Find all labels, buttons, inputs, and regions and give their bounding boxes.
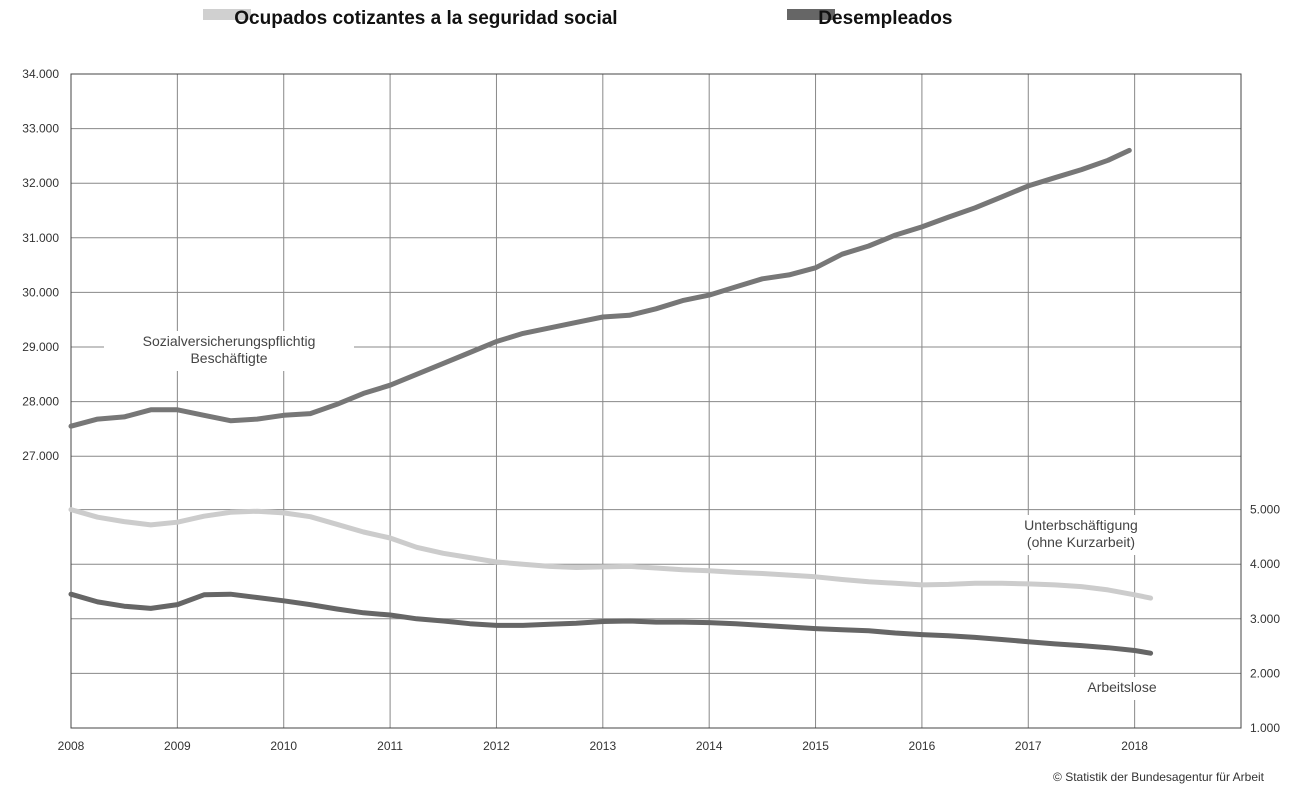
x-tick-2009: 2009 — [164, 739, 191, 753]
annotation-bg-arbeitslose — [1072, 677, 1172, 700]
series-beschaeftigte — [68, 147, 1132, 429]
y-left-tick-5: 29.000 — [22, 340, 59, 354]
tick-labels: 34.000 33.000 32.000 31.000 30.000 29.000 28.0… — [22, 67, 1280, 753]
y-right-tick-3: 2.000 — [1250, 666, 1280, 680]
y-right-tick-0: 5.000 — [1250, 503, 1280, 517]
x-tick-2013: 2013 — [589, 739, 616, 753]
x-tick-2011: 2011 — [377, 739, 403, 753]
y-left-tick-3: 31.000 — [22, 231, 59, 245]
y-left-tick-0: 34.000 — [22, 67, 59, 81]
y-left-tick-6: 28.000 — [22, 395, 59, 409]
annotation-bg-beschaeftigte — [104, 331, 354, 371]
grid-lines — [70, 73, 1242, 729]
y-left-tick-1: 33.000 — [22, 122, 59, 136]
annotation-beschaeftigte-line-0: Sozialversicherungspflichtig — [143, 333, 316, 349]
y-left-tick-2: 32.000 — [22, 176, 59, 190]
series-unterbeschaeftigung — [68, 507, 1154, 601]
y-right-tick-4: 1.000 — [1250, 721, 1280, 735]
series-arbeitslose — [68, 591, 1154, 656]
annotations: SozialversicherungspflichtigBeschäftigte… — [104, 331, 1175, 700]
y-right-tick-1: 4.000 — [1250, 557, 1280, 571]
series-layer — [68, 147, 1154, 656]
legend-item-ocupados: Ocupados cotizantes a la seguridad socia… — [203, 8, 618, 30]
x-tick-2008: 2008 — [58, 739, 85, 753]
legend-item-desempleados: Desempleados — [787, 8, 952, 30]
annotation-arbeitslose-line-0: Arbeitslose — [1087, 679, 1156, 695]
x-tick-2018: 2018 — [1121, 739, 1148, 753]
legend-label-desempleados: Desempleados — [818, 8, 953, 29]
y-left-tick-7: 27.000 — [22, 449, 59, 463]
legend-swatch-ocupados — [203, 9, 251, 20]
y-right-tick-2: 3.000 — [1250, 612, 1280, 626]
y-left-tick-4: 30.000 — [22, 285, 59, 299]
legend-swatch-desempleados — [787, 9, 835, 20]
annotation-beschaeftigte-line-1: Beschäftigte — [190, 350, 267, 366]
x-tick-2017: 2017 — [1015, 739, 1042, 753]
source-credit: © Statistik der Bundesagentur für Arbeit — [1053, 770, 1265, 784]
x-tick-2016: 2016 — [909, 739, 936, 753]
x-tick-2014: 2014 — [696, 739, 723, 753]
x-tick-2015: 2015 — [802, 739, 829, 753]
annotation-unterbeschaeftigung-line-1: (ohne Kurzarbeit) — [1027, 534, 1135, 550]
legend-label-ocupados: Ocupados cotizantes a la seguridad socia… — [234, 8, 618, 29]
annotation-bg-unterbeschaeftigung — [987, 515, 1175, 555]
plot-frame — [70, 73, 1242, 729]
x-tick-2010: 2010 — [270, 739, 297, 753]
annotation-unterbeschaeftigung-line-0: Unterbschäftigung — [1024, 517, 1138, 533]
x-tick-2012: 2012 — [483, 739, 510, 753]
